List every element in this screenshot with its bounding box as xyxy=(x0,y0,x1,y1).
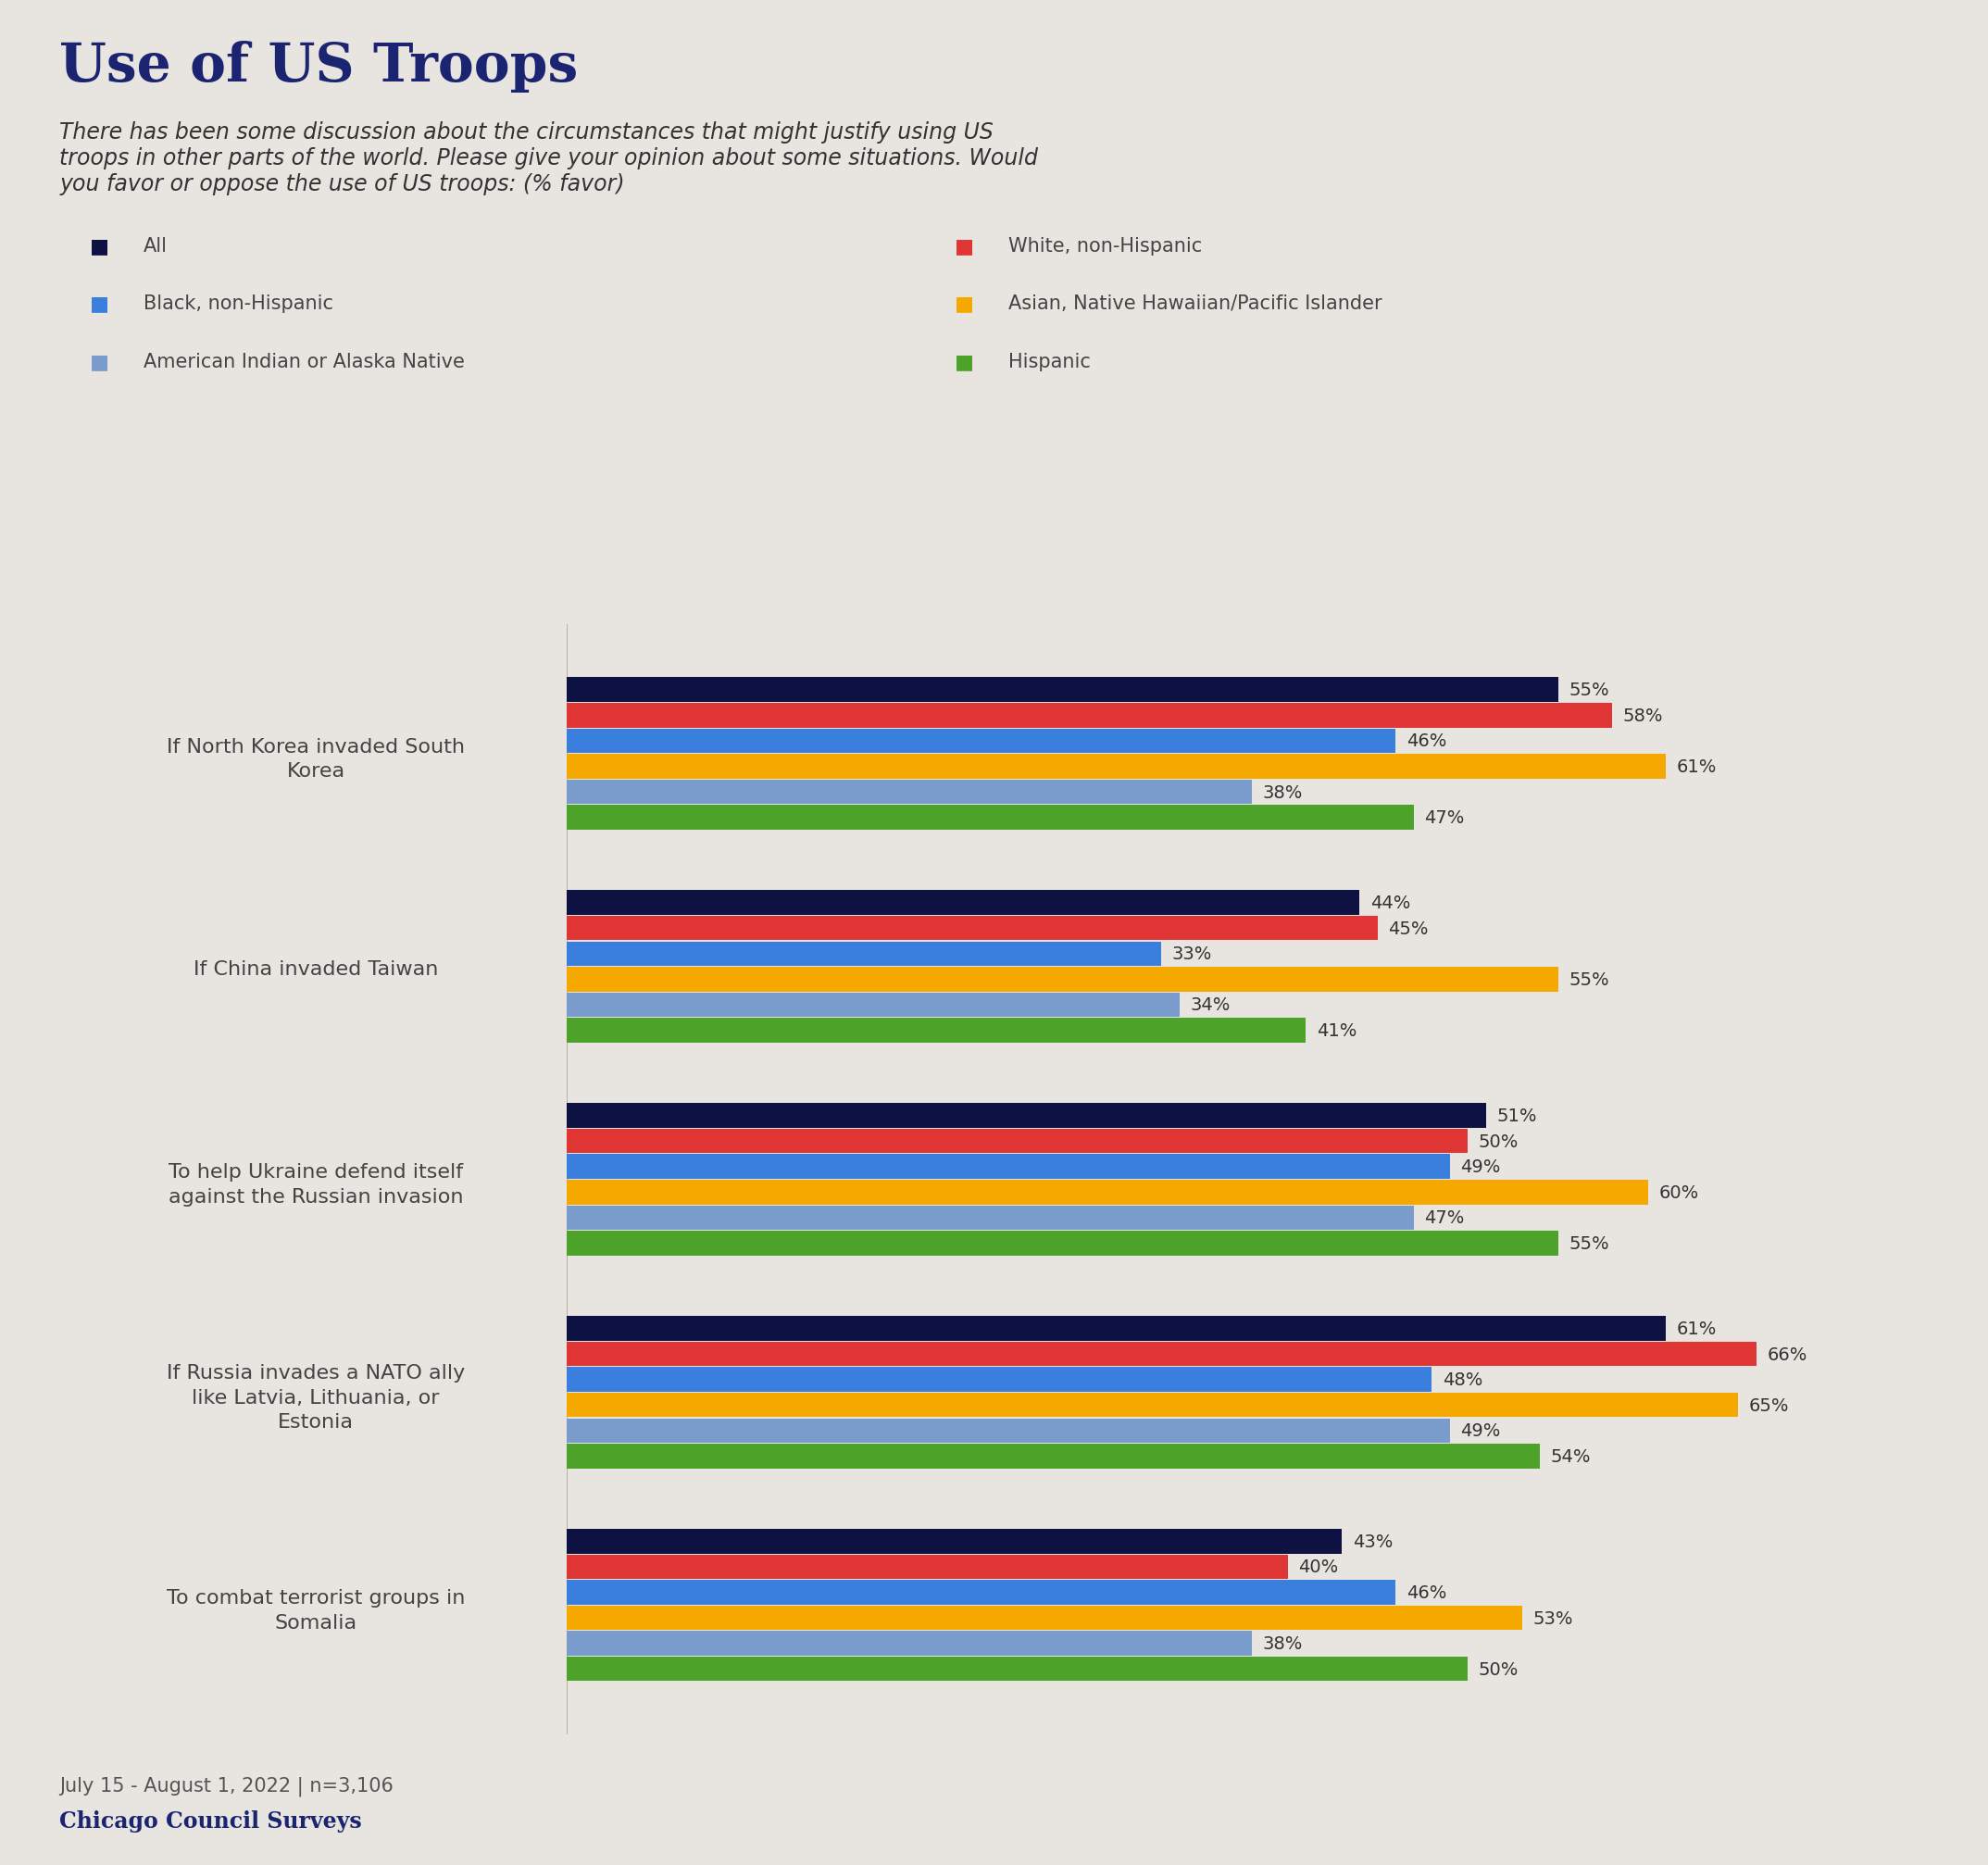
Bar xyxy=(567,1444,1541,1468)
Bar xyxy=(567,1580,1396,1604)
Bar xyxy=(567,755,1666,780)
Text: 40%: 40% xyxy=(1298,1557,1338,1576)
Bar xyxy=(567,1317,1666,1341)
Text: 41%: 41% xyxy=(1316,1022,1356,1039)
Bar xyxy=(567,1419,1449,1444)
Text: July 15 - August 1, 2022 | n=3,106: July 15 - August 1, 2022 | n=3,106 xyxy=(60,1775,394,1796)
Bar xyxy=(567,942,1161,966)
Bar xyxy=(567,1367,1431,1391)
Text: 60%: 60% xyxy=(1658,1184,1700,1201)
Text: 61%: 61% xyxy=(1678,1320,1718,1337)
Text: 47%: 47% xyxy=(1425,1209,1465,1227)
Text: ■: ■ xyxy=(89,237,109,256)
Bar xyxy=(567,679,1559,703)
Text: All: All xyxy=(143,237,167,256)
Bar xyxy=(567,1632,1252,1656)
Text: ■: ■ xyxy=(89,295,109,313)
Text: 66%: 66% xyxy=(1767,1345,1807,1363)
Bar xyxy=(567,1128,1467,1154)
Text: 55%: 55% xyxy=(1569,1235,1608,1251)
Bar xyxy=(567,1393,1738,1417)
Bar xyxy=(567,1555,1288,1580)
Text: 34%: 34% xyxy=(1191,996,1231,1015)
Bar xyxy=(567,1104,1485,1128)
Text: White, non-Hispanic: White, non-Hispanic xyxy=(1008,237,1201,256)
Text: 45%: 45% xyxy=(1388,919,1429,938)
Text: 50%: 50% xyxy=(1479,1660,1519,1679)
Bar xyxy=(567,1656,1467,1680)
Text: American Indian or Alaska Native: American Indian or Alaska Native xyxy=(143,352,465,371)
Text: Use of US Troops: Use of US Troops xyxy=(60,41,579,93)
Bar xyxy=(567,968,1559,992)
Text: 33%: 33% xyxy=(1173,946,1213,962)
Bar xyxy=(567,916,1378,940)
Text: 54%: 54% xyxy=(1551,1447,1590,1466)
Text: 61%: 61% xyxy=(1678,757,1718,776)
Text: 46%: 46% xyxy=(1408,1583,1447,1602)
Text: 48%: 48% xyxy=(1443,1371,1483,1388)
Bar xyxy=(567,992,1179,1018)
Text: ■: ■ xyxy=(954,237,974,256)
Text: 49%: 49% xyxy=(1461,1421,1501,1440)
Text: 46%: 46% xyxy=(1408,733,1447,750)
Text: Asian, Native Hawaiian/Pacific Islander: Asian, Native Hawaiian/Pacific Islander xyxy=(1008,295,1382,313)
Text: ■: ■ xyxy=(954,295,974,313)
Text: Chicago Council Surveys: Chicago Council Surveys xyxy=(60,1809,362,1831)
Text: 65%: 65% xyxy=(1749,1397,1789,1414)
Text: ■: ■ xyxy=(89,352,109,371)
Text: 38%: 38% xyxy=(1262,783,1302,802)
Text: 55%: 55% xyxy=(1569,972,1608,988)
Text: 55%: 55% xyxy=(1569,681,1608,699)
Bar xyxy=(567,1181,1648,1205)
Bar xyxy=(567,780,1252,804)
Text: There has been some discussion about the circumstances that might justify using : There has been some discussion about the… xyxy=(60,121,1038,196)
Bar xyxy=(567,703,1612,727)
Text: 44%: 44% xyxy=(1370,893,1411,912)
Bar xyxy=(567,729,1396,753)
Text: 43%: 43% xyxy=(1352,1533,1394,1550)
Text: 49%: 49% xyxy=(1461,1158,1501,1175)
Bar xyxy=(567,1529,1342,1554)
Bar xyxy=(567,1231,1559,1255)
Text: ■: ■ xyxy=(954,352,974,371)
Bar xyxy=(567,1341,1755,1367)
Bar xyxy=(567,1154,1449,1179)
Bar xyxy=(567,806,1413,830)
Text: 58%: 58% xyxy=(1622,707,1664,724)
Bar xyxy=(567,1018,1306,1043)
Text: 47%: 47% xyxy=(1425,809,1465,826)
Bar xyxy=(567,1205,1413,1231)
Text: 38%: 38% xyxy=(1262,1636,1302,1652)
Text: 50%: 50% xyxy=(1479,1132,1519,1151)
Text: Black, non-Hispanic: Black, non-Hispanic xyxy=(143,295,332,313)
Text: Hispanic: Hispanic xyxy=(1008,352,1089,371)
Text: 53%: 53% xyxy=(1533,1609,1573,1626)
Bar xyxy=(567,891,1360,916)
Bar xyxy=(567,1606,1523,1630)
Text: 51%: 51% xyxy=(1497,1108,1537,1125)
